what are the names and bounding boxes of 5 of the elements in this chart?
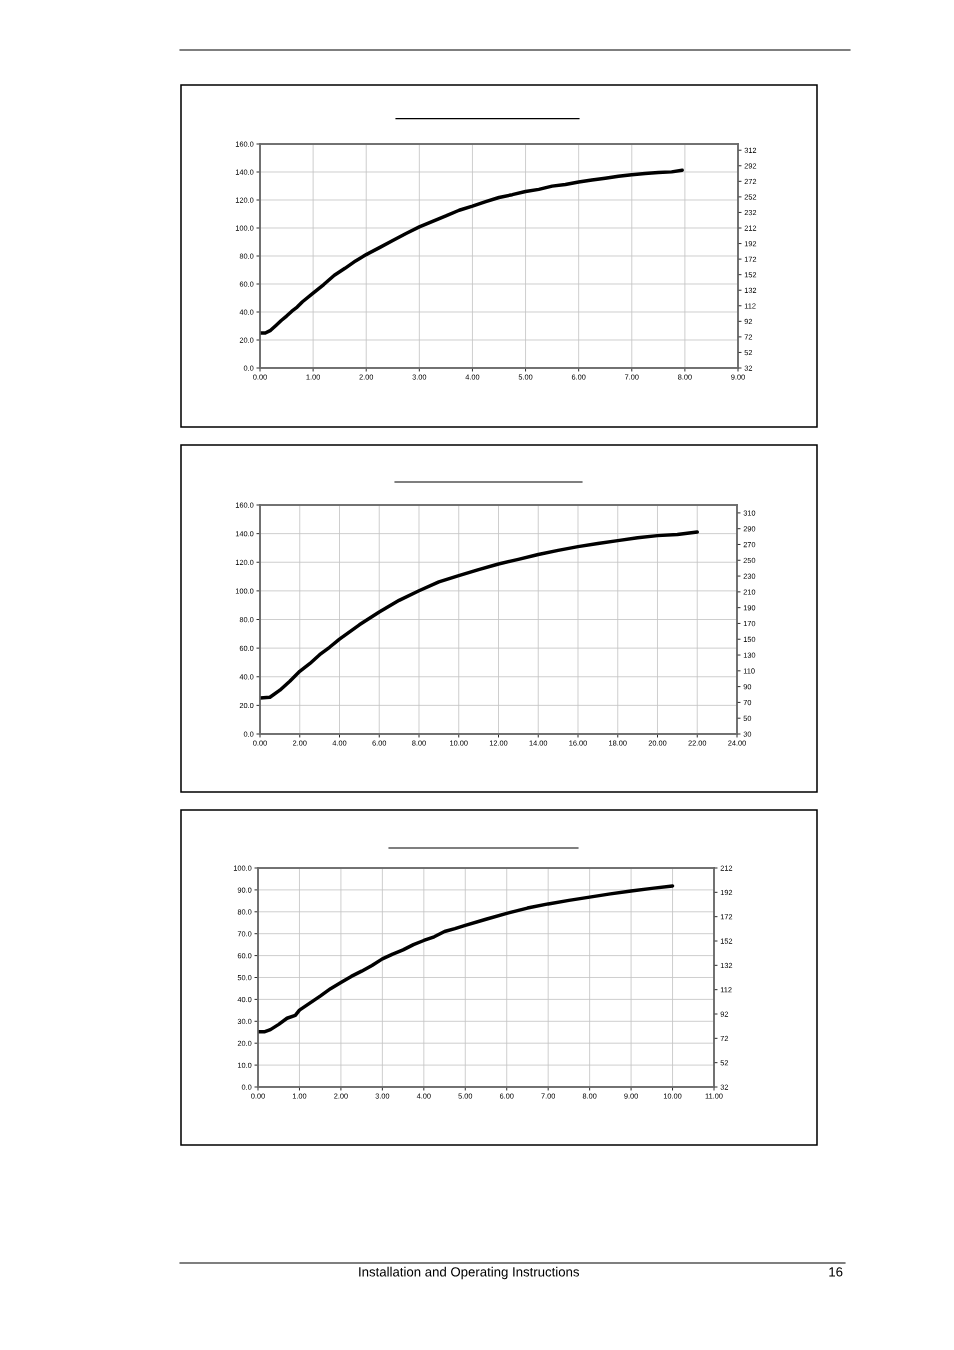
text: 16 — [829, 1267, 843, 1277]
line-series — [258, 884, 675, 1034]
line-series — [260, 168, 684, 335]
line-series — [260, 530, 699, 700]
text: Installation and Operating Instructions — [359, 1266, 580, 1280]
